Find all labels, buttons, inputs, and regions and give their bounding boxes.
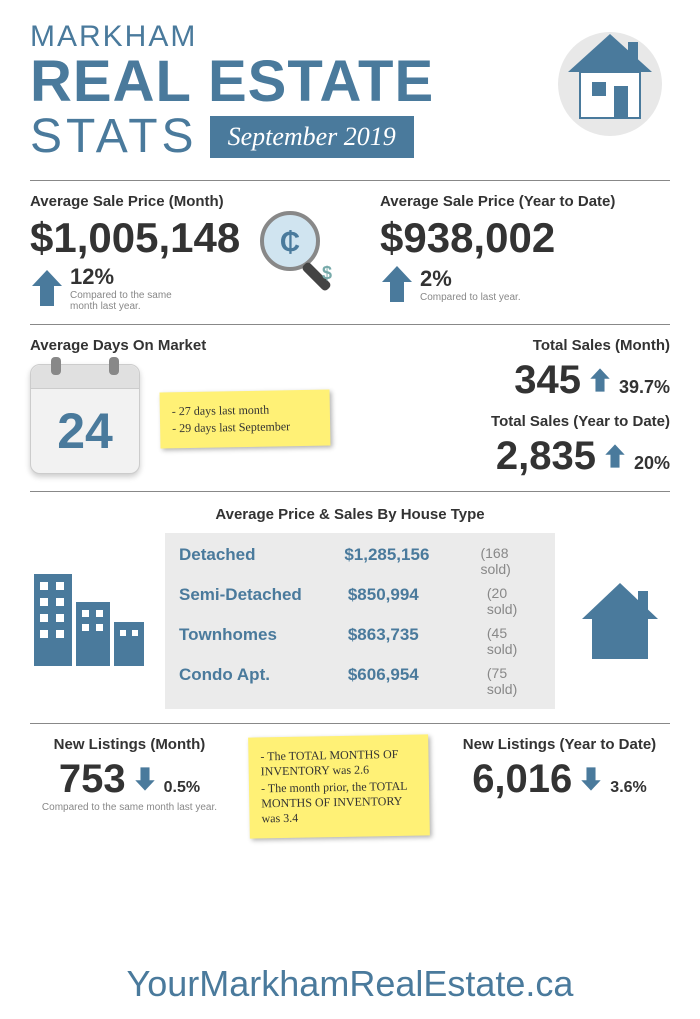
type: Semi-Detached bbox=[179, 585, 348, 617]
value: 6,016 bbox=[472, 757, 572, 802]
value: $938,002 bbox=[380, 214, 670, 262]
days-on-market: Average Days On Market 24 - 27 days last… bbox=[30, 337, 340, 479]
trend-pct: 12% bbox=[70, 264, 114, 289]
divider bbox=[30, 723, 670, 724]
value: 345 bbox=[514, 358, 581, 403]
subtitle: STATS bbox=[30, 109, 198, 164]
price: $850,994 bbox=[348, 585, 487, 617]
avg-sale-month: Average Sale Price (Month) $1,005,148 12… bbox=[30, 193, 320, 312]
avg-sale-ytd: Average Sale Price (Year to Date) $938,0… bbox=[340, 193, 670, 312]
house-icon bbox=[550, 20, 670, 140]
total-sales-ytd: Total Sales (Year to Date) 2,835 20% bbox=[360, 413, 670, 479]
value: 2,835 bbox=[496, 434, 596, 479]
sticky-line: - The month prior, the TOTAL MONTHS OF I… bbox=[261, 779, 418, 827]
label: Total Sales (Year to Date) bbox=[360, 413, 670, 430]
arrow-down-icon bbox=[134, 766, 156, 792]
divider bbox=[30, 180, 670, 181]
trend: 2% Compared to last year. bbox=[380, 264, 670, 304]
arrow-up-icon bbox=[604, 443, 626, 469]
trend-pct: 39.7% bbox=[619, 377, 670, 398]
value: 753 bbox=[59, 757, 126, 802]
calendar-value: 24 bbox=[31, 389, 139, 473]
house-type-section: Average Price & Sales By House Type Deta… bbox=[0, 498, 700, 717]
trend-pct: 0.5% bbox=[164, 779, 200, 797]
svg-text:$: $ bbox=[322, 263, 332, 283]
type: Condo Apt. bbox=[179, 665, 348, 697]
label: Average Sale Price (Year to Date) bbox=[380, 193, 670, 210]
table-row: Townhomes $863,735 (45 sold) bbox=[179, 621, 541, 661]
sticky-line: - 27 days last month bbox=[172, 402, 318, 420]
magnifier-icon: ₵ $ bbox=[250, 203, 350, 303]
table-row: Condo Apt. $606,954 (75 sold) bbox=[179, 661, 541, 701]
trend-note: Compared to the same month last year. bbox=[70, 290, 200, 312]
divider bbox=[30, 324, 670, 325]
sticky-note-inventory: - The TOTAL MONTHS OF INVENTORY was 2.6 … bbox=[248, 735, 430, 839]
total-sales-month: Total Sales (Month) 345 39.7% bbox=[360, 337, 670, 403]
period-badge: September 2019 bbox=[210, 116, 414, 158]
main-title: REAL ESTATE bbox=[30, 54, 550, 109]
arrow-up-icon bbox=[30, 268, 64, 308]
trend-pct: 3.6% bbox=[610, 779, 646, 797]
new-listings-month: New Listings (Month) 753 0.5% Compared t… bbox=[30, 736, 229, 837]
arrow-up-icon bbox=[380, 264, 414, 304]
label: Average Price & Sales By House Type bbox=[30, 506, 670, 523]
arrow-down-icon bbox=[580, 766, 602, 792]
total-sales: Total Sales (Month) 345 39.7% Total Sale… bbox=[360, 337, 670, 479]
trend-note: Compared to last year. bbox=[420, 292, 521, 303]
header-text: MARKHAM REAL ESTATE STATS September 2019 bbox=[30, 20, 550, 164]
row-dom-sales: Average Days On Market 24 - 27 days last… bbox=[0, 331, 700, 485]
table-row: Semi-Detached $850,994 (20 sold) bbox=[179, 581, 541, 621]
sticky-line: - The TOTAL MONTHS OF INVENTORY was 2.6 bbox=[260, 747, 416, 780]
label: New Listings (Month) bbox=[30, 736, 229, 753]
sticky-line: - 29 days last September bbox=[172, 419, 318, 437]
sold: (168 sold) bbox=[480, 545, 541, 577]
footer-url: YourMarkhamRealEstate.ca bbox=[0, 963, 700, 1005]
divider bbox=[30, 491, 670, 492]
calendar-icon: 24 bbox=[30, 364, 140, 474]
row-new-listings: New Listings (Month) 753 0.5% Compared t… bbox=[0, 730, 700, 843]
arrow-up-icon bbox=[589, 367, 611, 393]
row-sale-prices: Average Sale Price (Month) $1,005,148 12… bbox=[0, 187, 700, 318]
header: MARKHAM REAL ESTATE STATS September 2019 bbox=[0, 0, 700, 174]
trend-pct: 2% bbox=[420, 266, 452, 291]
buildings-icon bbox=[30, 566, 150, 676]
sold: (20 sold) bbox=[487, 585, 541, 617]
subtitle-row: STATS September 2019 bbox=[30, 109, 550, 164]
type: Townhomes bbox=[179, 625, 348, 657]
sold: (45 sold) bbox=[487, 625, 541, 657]
price: $863,735 bbox=[348, 625, 487, 657]
trend-pct: 20% bbox=[634, 453, 670, 474]
type: Detached bbox=[179, 545, 344, 577]
sticky-note-dom: - 27 days last month - 29 days last Sept… bbox=[160, 390, 331, 449]
house-type-body: Detached $1,285,156 (168 sold) Semi-Deta… bbox=[30, 533, 670, 709]
house-icon bbox=[570, 571, 670, 671]
price: $606,954 bbox=[348, 665, 487, 697]
label: Total Sales (Month) bbox=[360, 337, 670, 354]
house-type-table: Detached $1,285,156 (168 sold) Semi-Deta… bbox=[165, 533, 555, 709]
label: New Listings (Year to Date) bbox=[449, 736, 670, 753]
trend-note: Compared to the same month last year. bbox=[30, 802, 229, 813]
label: Average Days On Market bbox=[30, 337, 340, 354]
new-listings-ytd: New Listings (Year to Date) 6,016 3.6% bbox=[449, 736, 670, 837]
table-row: Detached $1,285,156 (168 sold) bbox=[179, 541, 541, 581]
price: $1,285,156 bbox=[344, 545, 480, 577]
svg-text:₵: ₵ bbox=[280, 226, 300, 257]
sold: (75 sold) bbox=[487, 665, 541, 697]
